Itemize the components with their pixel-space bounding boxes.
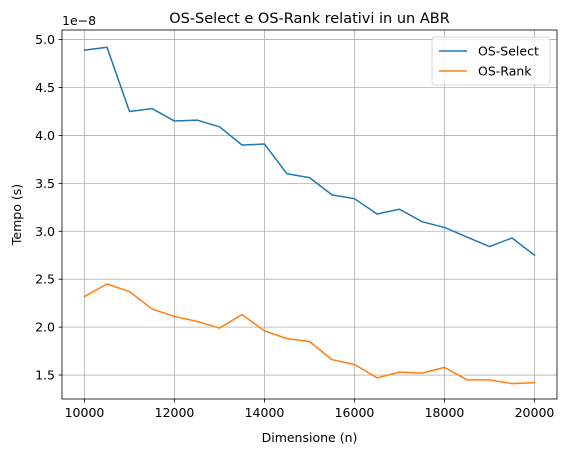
- x-axis-label: Dimensione (n): [262, 430, 358, 445]
- y-axis-offset-label: 1e−8: [62, 13, 96, 28]
- y-axis-label: Tempo (s): [9, 184, 24, 246]
- series-line-os-rank: [83, 283, 536, 385]
- y-tick-label: 3.0: [35, 224, 55, 239]
- x-tick-label: 20000: [515, 405, 555, 420]
- y-axis-ticks: 1.5 2.0 2.5 3.0 3.5 4.0 4.5 5.0: [35, 32, 62, 383]
- y-tick-label: 2.0: [35, 320, 55, 335]
- x-tick-label: 12000: [155, 405, 195, 420]
- legend-box: [431, 36, 551, 86]
- series-line-os-select: [83, 46, 536, 257]
- legend: OS-Select OS-Rank: [431, 36, 551, 86]
- y-tick-label: 3.5: [35, 176, 55, 191]
- x-tick-label: 10000: [65, 405, 105, 420]
- legend-label-os-select: OS-Select: [478, 44, 539, 59]
- x-tick-label: 14000: [245, 405, 285, 420]
- y-tick-label: 1.5: [35, 368, 55, 383]
- legend-label-os-rank: OS-Rank: [478, 64, 532, 79]
- x-tick-label: 18000: [425, 405, 465, 420]
- chart-title: OS-Select e OS-Rank relativi in un ABR: [169, 11, 450, 27]
- plot-frame: [61, 29, 558, 400]
- x-axis-ticks: 10000 12000 14000 16000 18000 20000: [65, 399, 555, 420]
- y-tick-label: 4.0: [35, 128, 55, 143]
- y-tick-label: 2.5: [35, 272, 55, 287]
- series-lines: [83, 46, 536, 385]
- y-tick-label: 4.5: [35, 80, 55, 95]
- y-tick-label: 5.0: [35, 32, 55, 47]
- x-tick-label: 16000: [335, 405, 375, 420]
- grid: [62, 30, 557, 399]
